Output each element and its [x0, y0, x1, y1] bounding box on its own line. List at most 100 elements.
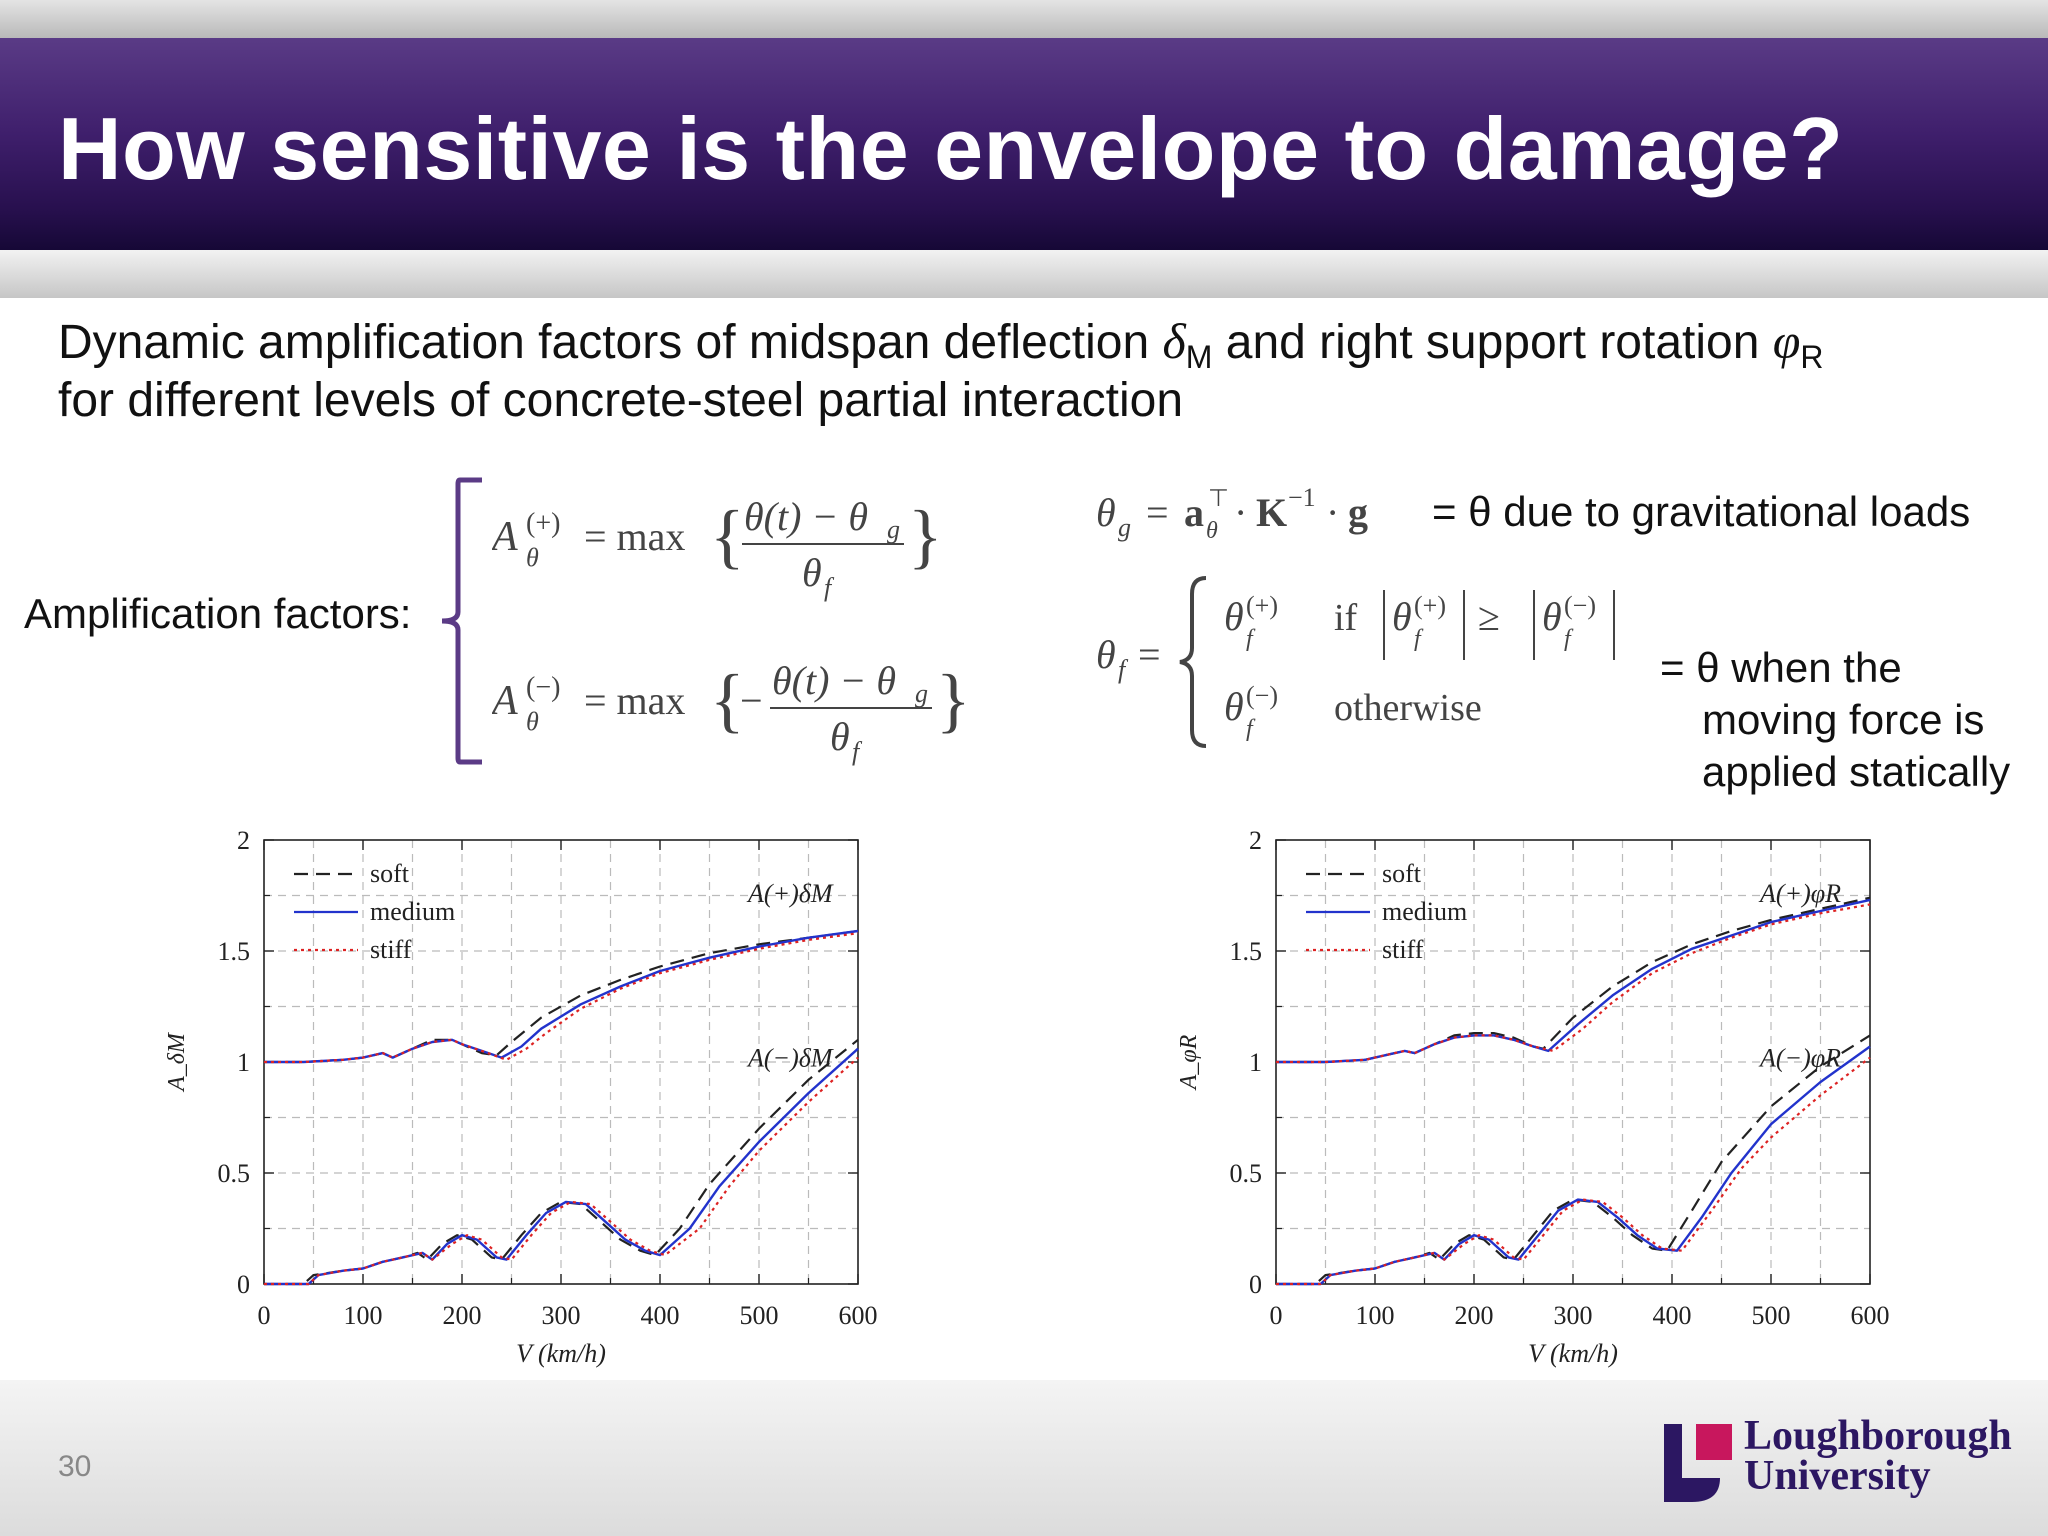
svg-text:f: f: [1246, 716, 1256, 742]
x-axis-label: V (km/h): [1528, 1339, 1618, 1368]
logo-line2: University: [1744, 1453, 1931, 1499]
formula-theta-f-svg: θ f = θ (+) f if θ (+) f ≥ θ (−) f θ (−)…: [1096, 576, 1615, 748]
formula-a-plus-svg: A (+) θ = max { θ(t) − θ g θ f }: [489, 494, 943, 602]
x-tick-label: 500: [1752, 1301, 1791, 1330]
x-tick-label: 600: [839, 1301, 878, 1330]
y-tick-label: 0.5: [218, 1159, 251, 1188]
svg-text:θ: θ: [1206, 518, 1218, 544]
annotation-plus: A(+)δM: [746, 879, 834, 908]
formula-theta-g: θ g = a ⊤ θ · K −1 · g: [1094, 480, 1424, 560]
x-tick-label: 100: [1356, 1301, 1395, 1330]
svg-text:{: {: [710, 496, 745, 576]
x-tick-label: 400: [1653, 1301, 1692, 1330]
svg-text:f: f: [852, 737, 863, 766]
left-brace-icon: [441, 477, 482, 765]
x-tick-label: 300: [1554, 1301, 1593, 1330]
formula-a-minus: A (−) θ = max { − θ(t) − θ g θ f }: [489, 652, 972, 782]
y-tick-label: 1: [237, 1048, 250, 1077]
legend-label-soft: soft: [1382, 859, 1422, 888]
svg-text:θ: θ: [526, 707, 539, 736]
series-soft-plus: [264, 929, 859, 1064]
top-band: [0, 0, 2048, 38]
formula-theta-f: θ f = θ (+) f if θ (+) f ≥ θ (−) f θ (−)…: [1094, 568, 1634, 768]
svg-text:g: g: [1118, 513, 1131, 542]
chart-deflection: 0 100 200 300 400 500 600 0 0.5 1 1.5 2 V (km/h) A_δM…: [164, 826, 878, 1368]
svg-text:θ: θ: [830, 714, 850, 759]
x-tick-label: 500: [740, 1301, 779, 1330]
svg-text:(−): (−): [1246, 681, 1278, 710]
svg-text:·: ·: [1234, 490, 1247, 535]
x-tick-label: 0: [258, 1301, 271, 1330]
svg-text:θ: θ: [1096, 490, 1116, 535]
y-tick-label: 1: [1249, 1048, 1262, 1077]
x-tick-label: 300: [542, 1301, 581, 1330]
logo-line1: Loughborough: [1744, 1413, 2012, 1459]
svg-text:f: f: [1118, 655, 1129, 684]
legend-label-soft: soft: [370, 859, 410, 888]
svg-text:θ: θ: [1542, 594, 1562, 639]
svg-text:θ: θ: [1096, 632, 1116, 677]
svg-text:θ(t) − θ: θ(t) − θ: [772, 658, 896, 703]
annotation-minus: A(−)φR: [1758, 1043, 1841, 1072]
static-note: = θ when the moving force is applied sta…: [1660, 642, 2010, 798]
intro-line1-a: Dynamic amplification factors of midspan…: [58, 316, 1163, 369]
svg-text:K: K: [1256, 490, 1287, 535]
series-stiff-minus: [1276, 1056, 1871, 1286]
intro-line2: for different levels of concrete-steel p…: [58, 374, 1184, 427]
series-stiff-plus: [264, 932, 859, 1064]
svg-text:}: }: [908, 496, 943, 576]
svg-text:A: A: [492, 678, 518, 724]
legend-label-medium: medium: [370, 897, 455, 926]
svg-text:−1: −1: [1288, 483, 1316, 512]
x-tick-label: 100: [344, 1301, 383, 1330]
title-bar: How sensitive is the envelope to damage?: [0, 38, 2048, 250]
formula-theta-g-svg: θ g = a ⊤ θ · K −1 · g: [1096, 483, 1368, 544]
y-tick-label: 2: [237, 826, 250, 855]
svg-text:(+): (+): [526, 508, 560, 539]
svg-text:≥: ≥: [1478, 594, 1500, 639]
svg-text:⊤: ⊤: [1208, 486, 1229, 512]
svg-text:(+): (+): [1246, 591, 1278, 620]
gravitational-note: = θ due to gravitational loads: [1432, 488, 1971, 535]
svg-text:A: A: [492, 514, 518, 560]
svg-text:otherwise: otherwise: [1334, 687, 1482, 729]
slide-title: How sensitive is the envelope to damage?: [58, 99, 1844, 198]
svg-text:g: g: [1348, 490, 1368, 535]
sub-band: [0, 250, 2048, 298]
formula-a-minus-svg: A (−) θ = max { − θ(t) − θ g θ f }: [489, 658, 971, 766]
svg-text:θ: θ: [526, 543, 539, 572]
static-note-line2: moving force is: [1702, 696, 1985, 743]
svg-text:}: }: [936, 660, 971, 740]
x-tick-label: 200: [443, 1301, 482, 1330]
svg-text:g: g: [915, 679, 928, 708]
y-tick-label: 0: [237, 1270, 250, 1299]
svg-text:θ: θ: [1224, 684, 1244, 729]
svg-text:(+): (+): [1414, 591, 1446, 620]
y-tick-label: 1.5: [218, 937, 251, 966]
delta-subscript: M: [1185, 339, 1213, 375]
phi-symbol: φ: [1772, 313, 1801, 369]
annotation-plus: A(+)φR: [1758, 879, 1841, 908]
static-note-line3: applied statically: [1702, 748, 2011, 795]
intro-line1-b: and right support rotation: [1212, 316, 1773, 369]
svg-text:θ: θ: [802, 550, 822, 595]
svg-text:f: f: [1246, 626, 1256, 652]
x-axis-label: V (km/h): [516, 1339, 606, 1368]
y-tick-label: 0: [1249, 1270, 1262, 1299]
svg-text:= max: = max: [584, 678, 685, 723]
intro-text: Dynamic amplification factors of midspan…: [58, 312, 2008, 430]
svg-text:=: =: [1146, 490, 1169, 535]
series-soft-minus: [1276, 1034, 1871, 1286]
y-tick-label: 0.5: [1230, 1159, 1263, 1188]
x-tick-label: 600: [1851, 1301, 1890, 1330]
svg-text:{: {: [710, 660, 745, 740]
amplification-label: Amplification factors:: [24, 590, 412, 637]
annotation-minus: A(−)δM: [746, 1043, 834, 1072]
svg-text:(−): (−): [1564, 591, 1596, 620]
svg-text:(−): (−): [526, 672, 560, 703]
y-tick-label: 2: [1249, 826, 1262, 855]
legend-label-stiff: stiff: [1382, 935, 1424, 964]
svg-text:g: g: [887, 515, 900, 544]
formula-a-plus: A (+) θ = max { θ(t) − θ g θ f }: [489, 488, 952, 618]
svg-text:= max: = max: [584, 514, 685, 559]
